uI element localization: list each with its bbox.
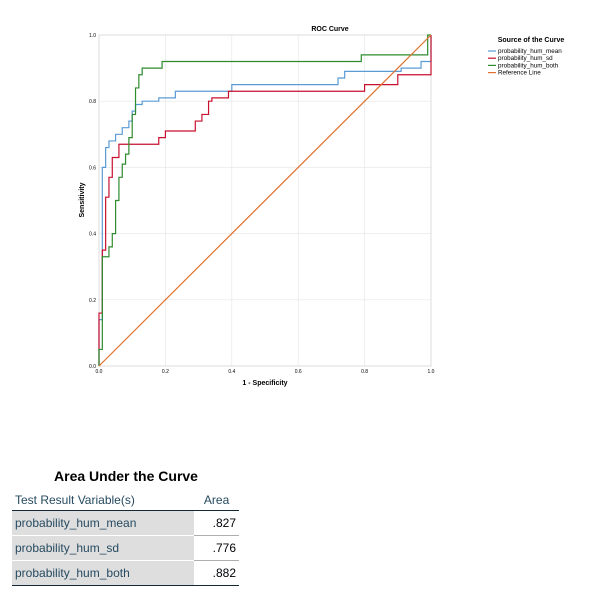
plot-frame (98, 34, 432, 367)
series-line-1 (98, 35, 432, 366)
auc-table: Area Under the Curve Test Result Variabl… (12, 468, 240, 586)
roc-chart: ROC Curve 0.00.20.40.60.81.0 0.0 0.2 0.4 0.… (79, 26, 564, 387)
auc-area-cell: .882 (194, 560, 239, 586)
auc-area-cell: .776 (194, 535, 239, 561)
series-line-3 (98, 34, 432, 367)
x-axis: 0.0 0.2 0.4 0.6 0.8 1.0 (96, 369, 435, 375)
y-tick-label: 0.6 (89, 165, 96, 171)
table-row: probability_hum_mean .827 (12, 510, 239, 536)
x-tick-label: 0.4 (228, 369, 235, 375)
auc-variable-cell: probability_hum_mean (12, 510, 195, 536)
y-axis-label: Sensitivity (79, 182, 86, 217)
legend-title: Source of the Curve (498, 37, 565, 44)
auc-variable-cell: probability_hum_both (12, 560, 195, 586)
y-tick-label: 1.0 (89, 33, 96, 39)
table-row: probability_hum_both .882 (12, 560, 239, 586)
chart-title: ROC Curve (311, 26, 348, 33)
x-axis-label: 1 - Specificity (242, 380, 287, 387)
legend-entry: probability_hum_mean (498, 48, 562, 55)
auc-table-title: Area Under the Curve (54, 468, 198, 484)
auc-header-area: Area (194, 490, 239, 511)
x-tick-label: 0.0 (96, 369, 103, 375)
legend-entry: Reference Line (498, 70, 541, 77)
y-tick-label: 0.0 (89, 364, 96, 370)
auc-header-row: Test Result Variable(s) Area (12, 490, 239, 511)
auc-area-cell: .827 (194, 510, 239, 536)
legend: Source of the Curve probability_hum_mean… (488, 37, 564, 77)
x-tick-label: 0.8 (361, 369, 368, 375)
auc-variable-cell: probability_hum_sd (12, 535, 195, 561)
series-lines (98, 34, 432, 367)
series-line-2 (98, 34, 431, 366)
legend-entry: probability_hum_both (498, 62, 559, 69)
table-row: probability_hum_sd .776 (12, 535, 239, 561)
x-tick-label: 0.2 (162, 369, 169, 375)
legend-entry: probability_hum_sd (498, 55, 553, 62)
auc-data-table: Test Result Variable(s) Area probability… (12, 490, 239, 586)
x-tick-label: 1.0 (428, 369, 435, 375)
auc-header-variable: Test Result Variable(s) (12, 490, 195, 511)
y-tick-label: 0.2 (89, 298, 96, 304)
x-tick-label: 0.6 (295, 369, 302, 375)
y-tick-label: 0.4 (89, 232, 96, 238)
y-axis: 0.0 0.2 0.4 0.6 0.8 1.0 (89, 33, 96, 370)
y-tick-label: 0.8 (89, 99, 96, 105)
